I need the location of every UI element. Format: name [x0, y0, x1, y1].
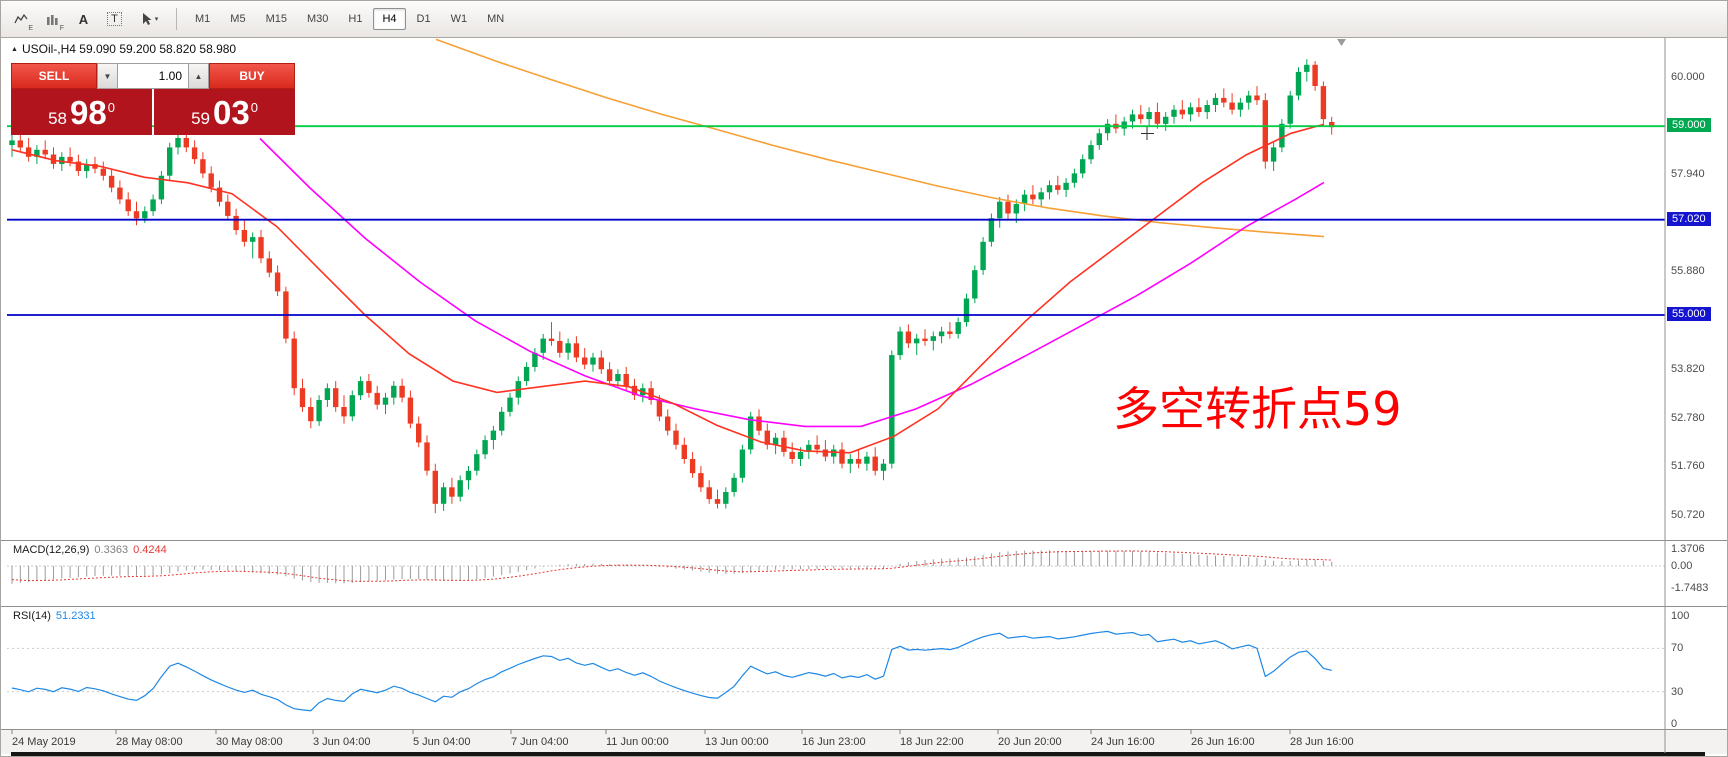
timeframe-H4[interactable]: H4 — [373, 8, 406, 30]
time-axis-label: 26 Jun 16:00 — [1191, 736, 1255, 748]
buy-price-display: 59 03 0 — [154, 89, 295, 135]
volume-decrease-button[interactable]: ▼ — [97, 63, 118, 89]
buy-price-sup: 0 — [250, 99, 258, 115]
buy-button[interactable]: BUY — [209, 63, 295, 89]
chart-annotation-text: 多空转折点59 — [1113, 382, 1402, 436]
macd-signal-value: 0.4244 — [133, 544, 167, 556]
text-label-icon: A — [78, 11, 89, 27]
chart-style-hint: E — [28, 25, 33, 32]
trade-prices-row: 58 98 0 59 03 0 — [11, 89, 295, 135]
sell-price-head: 58 — [48, 108, 67, 128]
rsi-name: RSI(14) — [13, 610, 51, 622]
grid-button[interactable]: F — [38, 5, 67, 33]
macd-main-value: 0.3363 — [94, 544, 129, 556]
time-axis-label: 13 Jun 00:00 — [705, 736, 769, 748]
rsi-panel[interactable] — [1, 606, 1727, 729]
symbol-marker-icon: ▲ — [11, 46, 18, 53]
cursor-tool-button[interactable]: ▾ — [131, 5, 167, 33]
macd-label: MACD(12,26,9) 0.3363 0.4244 — [13, 544, 172, 556]
time-axis-label: 30 May 08:00 — [216, 736, 283, 748]
toolbar: E F A T ▾ M1 M5 M15 M30 H1 H4 D1 W1 MN — [1, 1, 1727, 38]
timeframe-MN[interactable]: MN — [487, 13, 505, 25]
chart-style-icon — [14, 13, 28, 23]
sell-price-sup: 0 — [107, 99, 115, 115]
text-box-button[interactable]: T — [100, 5, 129, 33]
macd-name: MACD(12,26,9) — [13, 544, 90, 556]
timeframe-M30[interactable]: M30 — [306, 13, 329, 25]
timeframe-group: M1 M5 M15 M30 H1 H4 D1 W1 MN — [186, 8, 513, 30]
macd-panel[interactable] — [1, 540, 1727, 606]
text-box-icon: T — [107, 12, 122, 26]
dropdown-caret-icon: ▾ — [154, 16, 159, 23]
cursor-icon — [142, 13, 152, 25]
trade-controls-row: SELL ▼ ▲ BUY — [11, 63, 295, 89]
rsi-label: RSI(14) 51.2331 — [13, 610, 101, 622]
volume-increase-button[interactable]: ▲ — [188, 63, 209, 89]
grid-icon — [47, 14, 58, 25]
grid-hint: F — [59, 25, 64, 32]
time-axis-label: 24 May 2019 — [12, 736, 76, 748]
time-axis-label: 24 Jun 16:00 — [1091, 736, 1155, 748]
time-axis-label: 11 Jun 00:00 — [606, 736, 669, 748]
volume-input[interactable] — [118, 63, 188, 89]
time-axis-label: 28 Jun 16:00 — [1290, 736, 1354, 748]
symbol-ohlc-text: USOil-,H4 59.090 59.200 58.820 58.980 — [21, 42, 237, 56]
toolbar-separator — [176, 8, 177, 30]
timeframe-H1[interactable]: H1 — [348, 13, 363, 25]
time-axis-label: 3 Jun 04:00 — [313, 736, 371, 748]
time-axis-label: 5 Jun 04:00 — [413, 736, 471, 748]
bottom-scroll-bar[interactable] — [11, 752, 1705, 756]
timeframe-M5[interactable]: M5 — [230, 13, 246, 25]
timeframe-W1[interactable]: W1 — [450, 13, 468, 25]
time-axis-label: 16 Jun 23:00 — [802, 736, 866, 748]
timeframe-M1[interactable]: M1 — [195, 13, 211, 25]
chart-style-button[interactable]: E — [7, 5, 36, 33]
time-axis-label: 20 Jun 20:00 — [998, 736, 1062, 748]
time-axis-label: 18 Jun 22:00 — [900, 736, 964, 748]
text-label-button[interactable]: A — [69, 5, 98, 33]
rsi-value: 51.2331 — [55, 610, 96, 622]
sell-price-big: 98 — [69, 93, 107, 131]
sell-button[interactable]: SELL — [11, 63, 97, 89]
timeframe-D1[interactable]: D1 — [416, 13, 431, 25]
buy-price-big: 03 — [212, 93, 250, 131]
time-axis-label: 28 May 08:00 — [116, 736, 183, 748]
sell-price-display: 58 98 0 — [11, 89, 152, 135]
symbol-ohlc-readout: ▲ USOil-,H4 59.090 59.200 58.820 58.980 — [11, 42, 236, 56]
timeframe-M15[interactable]: M15 — [265, 13, 287, 25]
time-axis: 24 May 2019 28 May 08:00 30 May 08:00 3 Jun… — [1, 729, 1727, 754]
buy-price-head: 59 — [191, 108, 210, 128]
time-axis-label: 7 Jun 04:00 — [511, 736, 569, 748]
